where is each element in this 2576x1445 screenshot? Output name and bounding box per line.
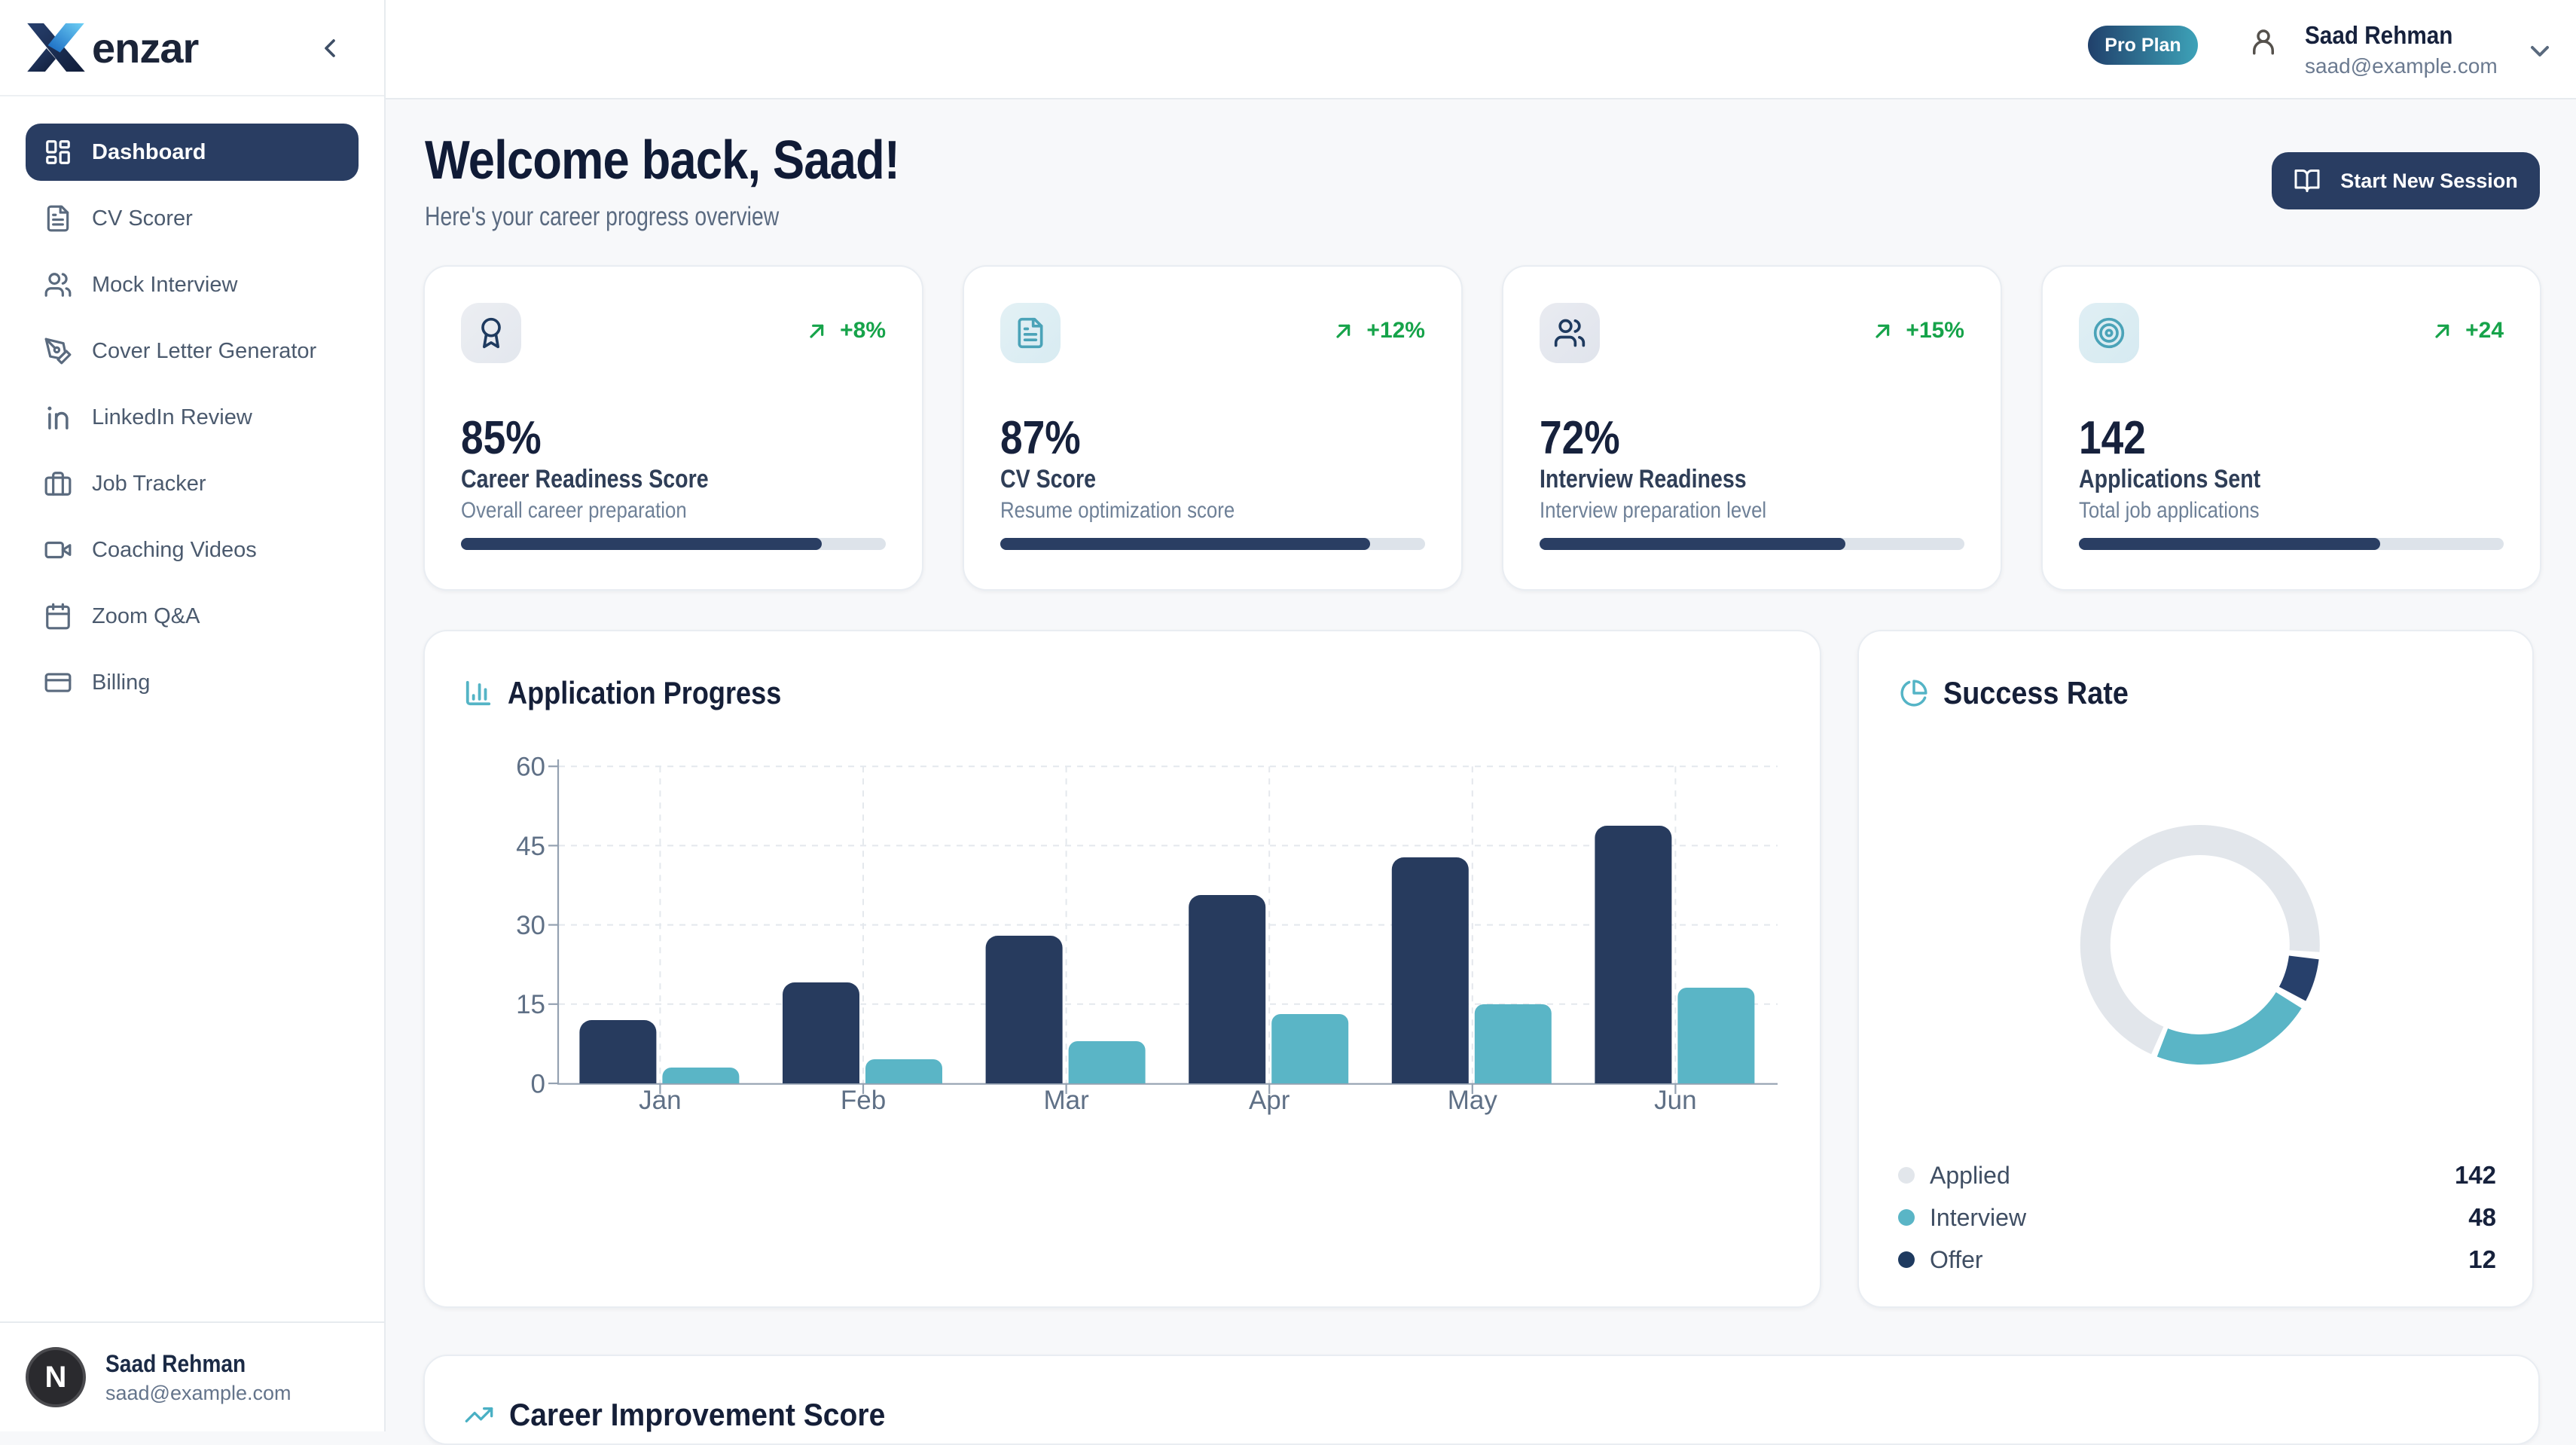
svg-text:May: May	[1448, 1086, 1498, 1115]
svg-text:Jan: Jan	[639, 1086, 681, 1115]
svg-text:Apr: Apr	[1249, 1086, 1290, 1115]
svg-text:15: 15	[516, 990, 545, 1019]
svg-text:30: 30	[516, 911, 545, 940]
svg-text:60: 60	[516, 753, 545, 782]
svg-text:Mar: Mar	[1043, 1086, 1089, 1115]
svg-text:Jun: Jun	[1654, 1086, 1696, 1115]
svg-text:Feb: Feb	[841, 1086, 886, 1115]
svg-text:0: 0	[531, 1069, 545, 1098]
svg-text:45: 45	[516, 832, 545, 861]
